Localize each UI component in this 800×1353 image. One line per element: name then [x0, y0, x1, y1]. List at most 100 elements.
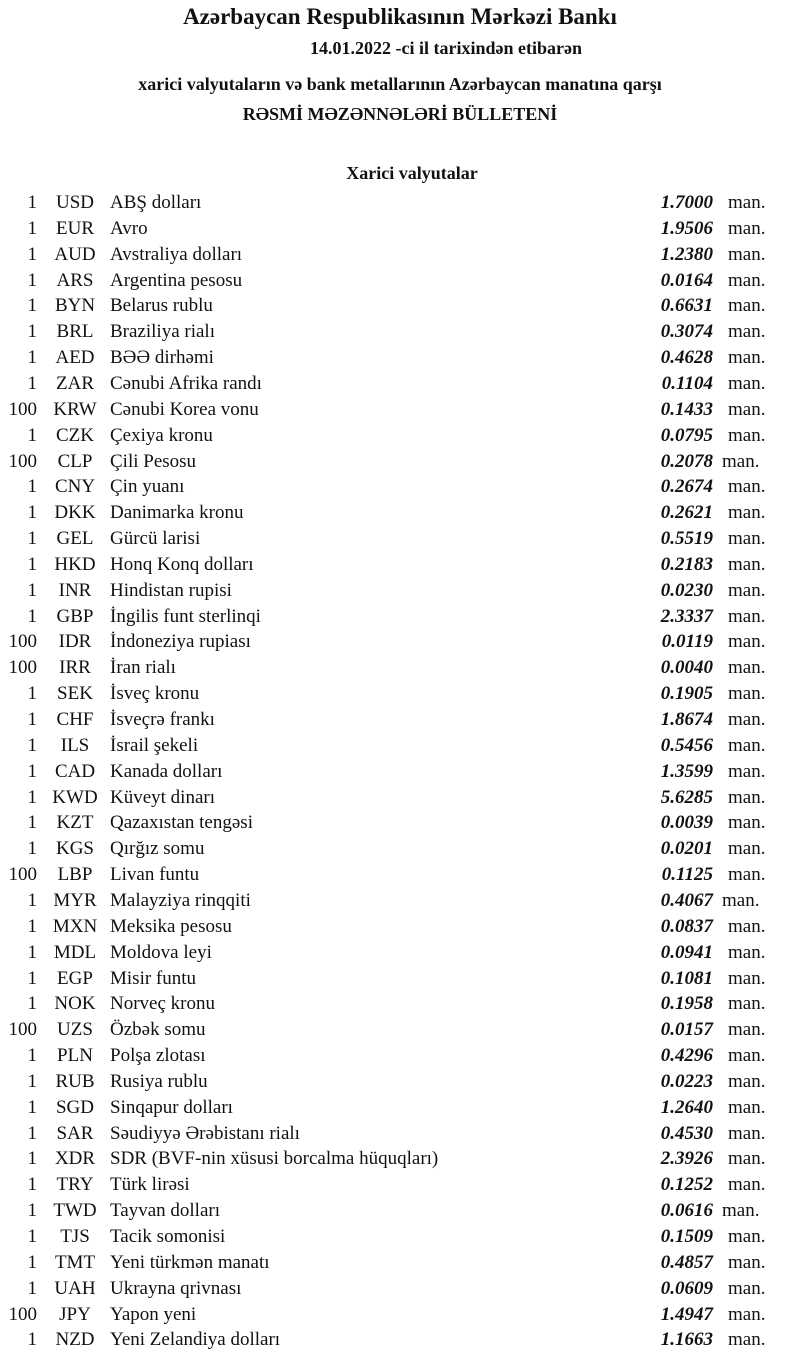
- unit: man.: [728, 1148, 766, 1170]
- date-line: 14.01.2022 -ci il tarixindən etibarən: [310, 38, 582, 58]
- quantity: 1: [27, 1070, 38, 1092]
- quantity: 1: [27, 1251, 38, 1273]
- currency-code: AED: [55, 347, 95, 369]
- section-title: Xarici valyutalar: [346, 163, 478, 183]
- rate: 0.1081: [660, 967, 713, 989]
- currency-code: DKK: [54, 502, 96, 524]
- table-row: 1 INR Hindistan rupisi 0.0230 man.: [0, 578, 800, 604]
- table-row: 1 NZD Yeni Zelandiya dolları 1.1663 man.: [0, 1327, 800, 1353]
- rate: 0.1125: [661, 864, 713, 886]
- rate: 0.4628: [660, 347, 713, 369]
- currency-name: Misir funtu: [110, 967, 197, 989]
- currency-name: İsveçrə frankı: [110, 709, 215, 730]
- rate: 0.5456: [660, 734, 713, 756]
- unit: man.: [728, 243, 766, 265]
- currency-name: Çili Pesosu: [110, 450, 197, 472]
- unit: man.: [728, 915, 766, 937]
- currency-code: TJS: [60, 1226, 90, 1247]
- currency-name: Danimarka kronu: [110, 502, 244, 524]
- unit: man.: [728, 1226, 766, 1247]
- unit: man.: [728, 1329, 766, 1351]
- unit: man.: [728, 683, 766, 705]
- currency-name: Cənubi Korea vonu: [110, 398, 259, 420]
- quantity: 1: [27, 192, 38, 213]
- rate: 2.3337: [660, 605, 713, 627]
- currency-code: SEK: [57, 683, 93, 705]
- rate: 0.6631: [660, 295, 713, 317]
- rate: 1.2640: [660, 1096, 713, 1118]
- currency-name: Tacik somonisi: [110, 1226, 226, 1247]
- quantity: 1: [27, 1200, 38, 1222]
- currency-name: Səudiyyə Ərəbistanı rialı: [110, 1122, 300, 1144]
- rate: 0.0795: [660, 424, 713, 446]
- table-row: 1 TJS Tacik somonisi 0.1509 man.: [0, 1224, 800, 1250]
- rate: 1.2380: [660, 243, 713, 265]
- table-row: 1 KZT Qazaxıstan tengəsi 0.0039 man.: [0, 810, 800, 836]
- unit: man.: [728, 295, 766, 317]
- table-row: 1 TWD Tayvan dolları 0.0616 man.: [0, 1198, 800, 1224]
- currency-code: CZK: [56, 424, 94, 446]
- unit: man.: [728, 734, 766, 756]
- quantity: 1: [27, 760, 38, 782]
- unit: man.: [728, 709, 766, 730]
- quantity: 1: [27, 243, 38, 265]
- currency-name: Argentina pesosu: [110, 269, 243, 291]
- unit: man.: [728, 1122, 766, 1144]
- rate: 0.2674: [660, 476, 713, 498]
- currency-name: Sinqapur dolları: [110, 1096, 233, 1118]
- quantity: 1: [27, 347, 38, 369]
- currency-code: MDL: [53, 941, 97, 963]
- currency-name: Türk lirəsi: [110, 1174, 190, 1196]
- currency-code: KGS: [55, 838, 94, 860]
- currency-code: EUR: [56, 217, 94, 239]
- currency-code: ZAR: [56, 372, 94, 394]
- rate: 0.0616: [660, 1200, 713, 1222]
- currency-name: Moldova leyi: [110, 941, 212, 963]
- quantity: 1: [27, 1277, 38, 1299]
- quantity: 1: [27, 528, 38, 550]
- quantity: 1: [27, 1045, 38, 1067]
- unit: man.: [728, 1174, 766, 1196]
- rate: 0.1509: [660, 1226, 713, 1247]
- rate: 1.3599: [660, 760, 713, 782]
- table-row: 1 RUB Rusiya rublu 0.0223 man.: [0, 1069, 800, 1095]
- quantity: 100: [8, 657, 38, 679]
- quantity: 1: [27, 579, 38, 601]
- currency-code: BYN: [54, 295, 96, 317]
- currency-name: Polşa zlotası: [110, 1045, 206, 1067]
- table-row: 1 ZAR Cənubi Afrika randı 0.1104 man.: [0, 371, 800, 397]
- currency-name: İngilis funt sterlinqi: [110, 605, 261, 627]
- currency-name: İndoneziya rupiası: [110, 631, 251, 653]
- unit: man.: [728, 476, 766, 498]
- rate: 0.4067: [660, 889, 713, 911]
- currency-name: Hindistan rupisi: [110, 579, 232, 601]
- quantity: 1: [27, 786, 38, 808]
- table-row: 1 GEL Gürcü larisi 0.5519 man.: [0, 526, 800, 552]
- rate: 1.4947: [660, 1303, 713, 1325]
- table-row: 1 ARS Argentina pesosu 0.0164 man.: [0, 268, 800, 294]
- bulletin-title: RƏSMİ MƏZƏNNƏLƏRİ BÜLLETENİ: [242, 104, 558, 124]
- rate: 0.0230: [660, 579, 713, 601]
- subtitle: xarici valyutaların və bank metallarının…: [138, 74, 662, 94]
- unit: man.: [728, 502, 766, 524]
- unit: man.: [722, 450, 760, 472]
- currency-name: Yapon yeni: [110, 1303, 197, 1325]
- rate: 0.4296: [660, 1045, 713, 1067]
- rate: 1.1663: [660, 1329, 713, 1351]
- currency-code: PLN: [57, 1045, 93, 1067]
- quantity: 1: [27, 553, 38, 575]
- currency-name: Çin yuanı: [110, 476, 185, 498]
- table-row: 1 USD ABŞ dolları 1.7000 man.: [0, 190, 800, 216]
- quantity: 1: [27, 424, 38, 446]
- currency-name: ABŞ dolları: [110, 192, 202, 213]
- table-row: 100 IRR İran rialı 0.0040 man.: [0, 655, 800, 681]
- table-row: 1 EGP Misir funtu 0.1081 man.: [0, 966, 800, 992]
- table-row: 100 CLP Çili Pesosu 0.2078 man.: [0, 449, 800, 475]
- currency-code: UAH: [54, 1277, 96, 1299]
- quantity: 1: [27, 941, 38, 963]
- unit: man.: [728, 838, 766, 860]
- unit: man.: [728, 1045, 766, 1067]
- table-row: 100 LBP Livan funtu 0.1125 man.: [0, 862, 800, 888]
- quantity: 1: [27, 605, 38, 627]
- currency-code: HKD: [54, 553, 96, 575]
